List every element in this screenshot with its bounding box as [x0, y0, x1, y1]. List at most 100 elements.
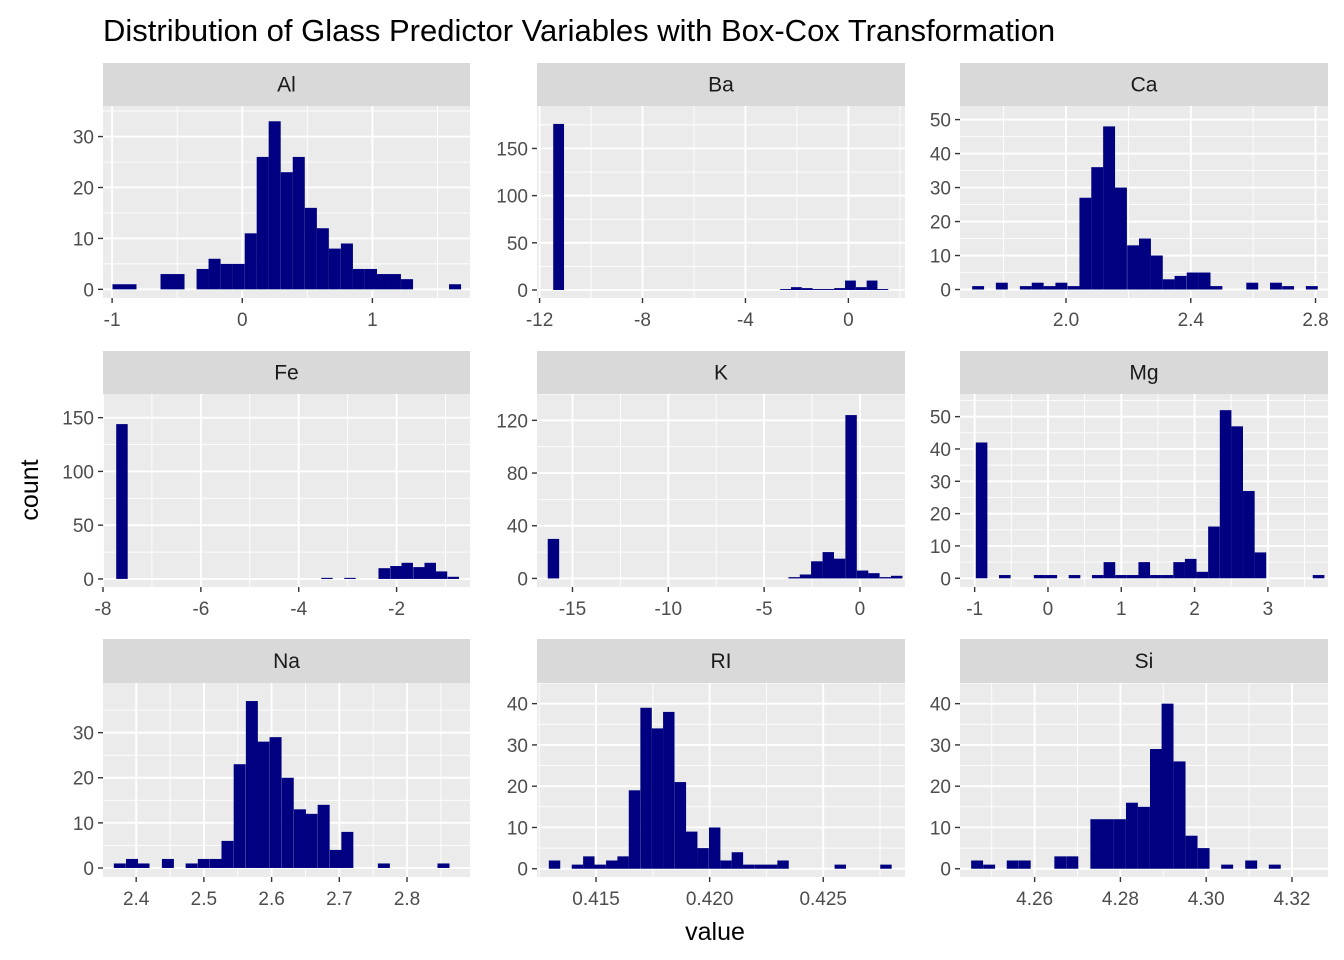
facet-strip-ca — [960, 63, 1328, 106]
axes: 0 10 20 30 -1 0 1 — [73, 128, 378, 331]
histogram-bar — [1185, 835, 1198, 869]
y-tick-label: 20 — [73, 769, 94, 790]
histogram-bar — [1210, 286, 1223, 290]
histogram-bar — [1033, 575, 1046, 579]
x-tick-label: 4.28 — [1102, 889, 1139, 910]
facet-strip-label: Ba — [708, 74, 734, 97]
histogram-bar — [232, 263, 245, 290]
y-tick-label: 40 — [507, 695, 528, 716]
y-tick-label: 30 — [930, 472, 951, 493]
histogram-bar — [401, 562, 413, 579]
histogram-bar — [833, 558, 846, 579]
chart-title: Distribution of Glass Predictor Variable… — [103, 13, 1055, 48]
histogram-bar — [328, 248, 341, 290]
histogram-bar — [172, 274, 185, 290]
x-tick-label: -1 — [966, 599, 983, 620]
x-tick-label: 2.4 — [123, 889, 150, 910]
histogram-bar — [317, 804, 330, 868]
histogram-bar — [866, 280, 878, 290]
histogram-bar — [1045, 575, 1058, 579]
histogram-bar — [401, 279, 414, 290]
y-tick-label: 0 — [83, 570, 94, 591]
histogram-bar — [341, 831, 354, 868]
histogram-bar — [812, 289, 824, 290]
histogram-bar — [697, 848, 709, 869]
histogram-bar — [995, 282, 1008, 290]
histogram-bar — [606, 860, 618, 869]
facet-strip-label: Ca — [1131, 74, 1158, 97]
x-tick-label: 2.4 — [1178, 310, 1205, 331]
histogram-bar — [547, 538, 560, 579]
y-axis-title: count — [16, 459, 44, 520]
y-tick-label: 50 — [73, 516, 94, 537]
histogram-bar — [161, 858, 174, 868]
histogram-bar — [594, 864, 606, 869]
y-tick-label: 30 — [930, 736, 951, 757]
axes: 0 10 20 30 2.4 2.5 2.6 2.7 2.8 — [73, 724, 420, 910]
histogram-bar — [1138, 562, 1151, 579]
histogram-bar — [1243, 490, 1255, 579]
y-tick-label: 20 — [507, 777, 528, 798]
axes: 0 10 20 30 40 4.26 4.28 4.30 4.32 — [930, 695, 1311, 910]
histogram-bar — [780, 289, 791, 290]
axes: 0 10 20 30 40 50 -1 0 1 2 3 — [930, 408, 1273, 620]
histogram-bar — [640, 707, 652, 869]
facet-k: K 0 40 80 120 -15 -10 -5 0 — [496, 351, 905, 620]
facet-strip-k — [537, 351, 905, 394]
facet-fe: Fe 0 50 100 150 -8 -6 -4 -2 — [62, 351, 470, 620]
x-tick-label: 3 — [1263, 599, 1274, 620]
y-tick-label: 20 — [930, 213, 951, 234]
histogram-bar — [340, 243, 353, 290]
histogram-bar — [720, 860, 732, 869]
histogram-bar — [663, 711, 675, 869]
histogram-bar — [1245, 860, 1258, 869]
histogram-bars — [116, 424, 459, 579]
histogram-bar — [628, 790, 641, 869]
histogram-bar — [1150, 749, 1162, 869]
histogram-bar — [834, 288, 846, 290]
histogram-bar — [1305, 286, 1318, 290]
histogram-bar — [1103, 562, 1116, 579]
y-tick-label: 80 — [507, 464, 528, 485]
histogram-bar — [160, 274, 173, 290]
facet-na: Na 0 10 20 30 2.4 2.5 2.6 2.7 2.8 — [73, 639, 470, 910]
y-tick-label: 40 — [507, 517, 528, 538]
facet-panel-ri — [537, 683, 905, 877]
x-tick-label: -4 — [290, 599, 307, 620]
y-tick-label: 10 — [73, 814, 94, 835]
x-tick-label: -5 — [756, 599, 773, 620]
histogram-bars — [113, 701, 450, 868]
x-tick-label: 1 — [1116, 599, 1127, 620]
histogram-bar — [1221, 864, 1234, 869]
histogram-bar — [1137, 806, 1150, 869]
histogram-bar — [447, 576, 459, 579]
histogram-bar — [834, 864, 847, 869]
histogram-bar — [790, 287, 802, 290]
histogram-bar — [1196, 571, 1209, 579]
histogram-bar — [1198, 272, 1211, 290]
x-tick-label: -10 — [655, 599, 682, 620]
y-tick-label: 0 — [517, 569, 528, 590]
histogram-bar — [185, 863, 198, 868]
y-tick-label: 50 — [507, 234, 528, 255]
y-tick-label: 10 — [930, 247, 951, 268]
histogram-bar — [413, 567, 425, 579]
histogram-bar — [437, 863, 450, 868]
histogram-bar — [1054, 856, 1067, 869]
histogram-bar — [765, 864, 778, 869]
facet-strip-label: K — [714, 362, 728, 385]
histogram-bar — [304, 207, 317, 290]
histogram-bar — [674, 782, 687, 869]
facet-panel-ba — [537, 106, 905, 298]
histogram-bar — [1269, 282, 1282, 290]
histogram-bars — [971, 703, 1281, 869]
histogram-bar — [823, 289, 835, 290]
histogram-bar — [196, 268, 209, 290]
histogram-bar — [1067, 286, 1080, 290]
y-tick-label: 0 — [83, 859, 94, 880]
histogram-bar — [364, 268, 378, 290]
histogram-bar — [220, 263, 233, 290]
histogram-bar — [1126, 575, 1139, 579]
